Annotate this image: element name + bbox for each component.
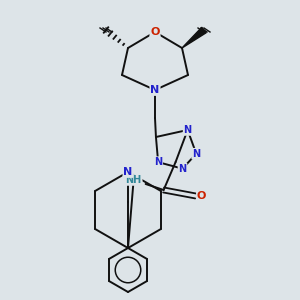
- Polygon shape: [182, 27, 206, 48]
- Text: N: N: [123, 167, 133, 177]
- Text: NH: NH: [125, 175, 142, 185]
- Text: N: N: [154, 157, 162, 167]
- Text: N: N: [150, 85, 160, 95]
- Text: N: N: [192, 149, 200, 159]
- Text: O: O: [150, 27, 160, 37]
- Text: O: O: [197, 191, 206, 201]
- Text: N: N: [184, 125, 192, 135]
- Text: N: N: [178, 164, 187, 174]
